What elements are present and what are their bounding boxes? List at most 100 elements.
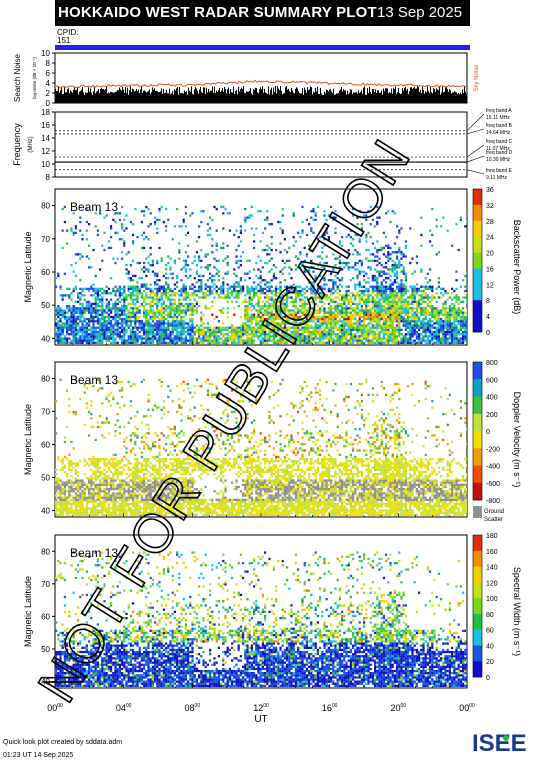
ut-xtick-label: 1200 [253,703,269,713]
lat-ytick-label: 50 [41,301,50,310]
colorbar-tick-label: 4 [486,314,490,321]
rti-cells [55,551,467,687]
logo-dot [503,735,509,741]
ut-hour: 08 [185,703,195,713]
colorbar-tick-label: 0 [486,675,490,682]
ut-xtick-label: 0000 [459,703,475,713]
cpid-value: 151 [57,36,71,45]
noise-ytick-label: 0 [46,99,51,108]
colorbar-tick-label: -400 [486,464,500,471]
freq-band-name: freq band B [486,123,513,129]
ut-xlabel: UT [254,714,267,725]
logo-background [468,726,524,756]
freq-band-connector [466,128,485,135]
lat-ytick-label: 70 [41,580,50,589]
freq-band-value: 10.30 MHz [486,157,511,163]
beam-label: Beam 13 [70,373,118,387]
colorbar-label: Spectral Width (m s⁻¹) [512,567,522,656]
colorbar-tick-label: 120 [486,580,498,587]
colorbar-segment [473,550,482,567]
ut-hour: 16 [322,703,332,713]
colorbar-tick-label: 140 [486,565,498,572]
beam-label: Beam 13 [70,200,118,214]
freq-band-name: freq band D [486,150,513,156]
colorbar-tick-label: -800 [486,498,500,505]
colorbar-segment [473,629,482,646]
colorbar-frame [472,361,483,501]
colorbar-tick-label: -600 [486,481,500,488]
ut-xtick-label: 1600 [322,703,338,713]
rti-cells [55,378,467,516]
colorbar-segment [473,268,482,285]
rti-cells [55,205,467,344]
scatter-label: Scatter [484,517,503,523]
colorbar-tick-label: 40 [486,643,494,650]
footer-timestamp: 01:23 UT 14 Sep 2025 [3,752,74,759]
colorbar-segment [473,645,482,662]
freq-band-value: 14.64 MHz [486,130,511,136]
noise-ylabel-small: log-noise (dB × 10⁻¹) [32,56,37,99]
colorbar-segment [473,189,482,206]
lat-ytick-label: 70 [41,407,50,416]
freq-band-connector [466,155,485,163]
ut-hour: 00 [47,703,57,713]
colorbar-tick-label: 800 [486,360,498,367]
colorbar-tick-label: 200 [486,412,498,419]
rti-panel-3: 80 70 60 50 40 Beam 13 Magnetic Latitude 180 160… [23,533,522,689]
colorbar-tick-label: 600 [486,377,498,384]
colorbar-tick-label: 32 [486,203,494,210]
colorbar-tick-label: 28 [486,219,494,226]
lat-ytick-label: 40 [41,506,50,515]
colorbar-segment [473,613,482,630]
colorbar-tick-label: 20 [486,659,494,666]
freq-ylabel: Frequency [12,123,22,166]
colorbar-segment [473,284,482,301]
ground-scatter-swatch [473,506,482,518]
colorbar-segment [473,482,482,501]
cpid-label: CPID: [57,28,79,37]
freq-band-value: 9.11 MHz [486,175,508,181]
colorbar-segment [473,236,482,253]
ut-minute: 00 [126,703,132,709]
ut-xtick-label: 0800 [185,703,201,713]
colorbar-segment [473,220,482,237]
colorbar-tick-label: 0 [486,330,490,337]
freq-band-value: 11.07 MHz [486,146,510,152]
lat-ytick-label: 50 [41,645,50,654]
freq-band-connector [466,144,485,158]
colorbar-segment [473,465,482,484]
colorbar-segment [473,431,482,449]
colorbar-tick-label: 36 [486,187,494,194]
lat-ytick-label: 40 [41,334,50,343]
colorbar-tick-label: -200 [486,446,500,453]
freq-band-name: freq band E [486,168,513,174]
freq-ytick-label: 12 [41,147,50,156]
colorbar-tick-label: 20 [486,251,494,258]
rti-panel-2: 80 70 60 50 40 Beam 13 Magnetic Latitude 800 600… [23,360,522,523]
ut-hour: 00 [459,703,469,713]
colorbar-label: Backscatter Power (dB) [512,220,522,315]
colorbar-tick-label: 60 [486,628,494,635]
colorbar-frame [472,534,483,678]
plot-date: 13 Sep 2025 [377,4,463,21]
ut-minute: 00 [263,703,269,709]
ut-hour: 04 [116,703,126,713]
colorbar-tick-label: 180 [486,533,498,540]
lat-ytick-label: 80 [41,547,50,556]
ut-xtick-label: 0400 [116,703,132,713]
colorbar-tick-label: 16 [486,266,494,273]
colorbar-frame [472,188,483,333]
colorbar-tick-label: 160 [486,549,498,556]
noise-ytick-label: 4 [46,79,51,88]
ut-minute: 00 [57,703,63,709]
lat-ytick-label: 60 [41,612,50,621]
freq-ytick-label: 16 [41,121,50,130]
lat-ylabel: Magnetic Latitude [23,576,33,647]
beam-label: Beam 13 [70,546,118,560]
lat-ytick-label: 80 [41,202,50,211]
colorbar-segment [473,252,482,269]
lat-ylabel: Magnetic Latitude [23,404,33,475]
colorbar-tick-label: 80 [486,612,494,619]
noise-ytick-label: 2 [46,89,51,98]
colorbar-tick-label: 24 [486,235,494,242]
